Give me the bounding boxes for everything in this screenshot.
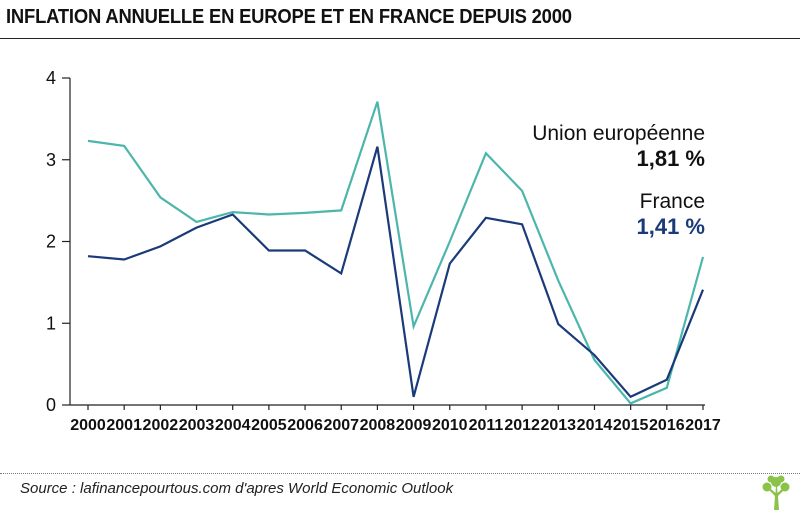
x-tick-label: 2016 [649,417,685,434]
y-tick-label: 4 [46,68,56,88]
x-tick-label: 2006 [287,417,323,434]
x-tick-label: 2010 [432,417,468,434]
x-tick-label: 2014 [577,417,613,434]
series-line-eu [87,101,705,405]
x-tick-label: 2015 [613,417,649,434]
x-tick-label: 2012 [504,417,540,434]
x-tick-label: 2001 [106,417,142,434]
y-tick-label: 3 [46,150,56,170]
legend: Union européenne 1,81 % France 1,41 % [532,122,705,239]
legend-france-name: France [640,190,705,213]
y-axis: 0 1 2 3 4 [46,68,71,415]
source-note: Source : lafinancepourtous.com d'apres W… [20,480,454,497]
legend-eu-value: 1,81 % [637,146,706,171]
x-tick-label: 2008 [360,417,396,434]
x-axis: 2000 2001 2002 2003 2004 2005 2006 2007 2008 2009… [70,404,721,434]
y-tick-label: 1 [46,313,56,333]
legend-france-value: 1,41 % [637,214,706,239]
x-tick-label: 2011 [469,417,504,434]
x-tick-label: 2000 [70,417,106,434]
x-tick-label: 2005 [251,417,287,434]
source-divider [0,473,800,474]
x-tick-label: 2002 [143,417,179,434]
x-tick-label: 2003 [179,417,215,434]
x-tick-label: 2004 [215,417,251,434]
x-tick-label: 2009 [396,417,432,434]
tree-logo-icon [762,475,790,510]
y-tick-label: 0 [46,395,56,415]
chart-title: INFLATION ANNUELLE EN EUROPE ET EN FRANC… [6,6,572,28]
title-divider [0,38,800,39]
y-tick-label: 2 [46,232,56,252]
x-tick-label: 2013 [540,417,576,434]
legend-eu-name: Union européenne [532,122,705,145]
series-line-france [87,146,705,399]
series-lines [87,101,705,405]
x-tick-label: 2007 [323,417,359,434]
x-tick-label: 2017 [685,417,721,434]
